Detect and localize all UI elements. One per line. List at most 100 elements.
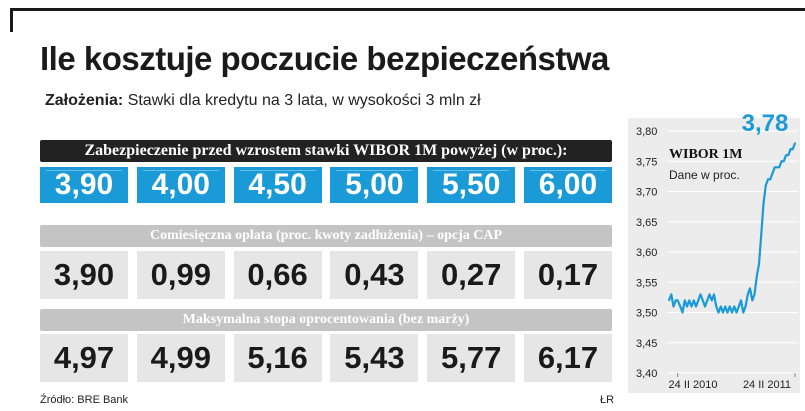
chart-title: WIBOR 1M	[669, 147, 743, 162]
data-point	[755, 275, 758, 278]
data-point	[767, 178, 769, 181]
data-point	[791, 148, 794, 151]
data-point	[724, 305, 727, 308]
data-point	[742, 311, 745, 314]
y-tick-label: 3,60	[636, 247, 657, 259]
data-point	[758, 263, 760, 265]
frame-top-rule	[10, 8, 805, 11]
wibor-series-points	[668, 142, 796, 314]
x-axis-ticks: 24 II 2010 24 II 2011	[669, 373, 796, 391]
threshold-cell: 4,50	[233, 167, 322, 203]
data-point	[681, 311, 684, 314]
data-point	[670, 293, 673, 296]
data-point	[726, 311, 729, 314]
data-point	[688, 299, 691, 302]
data-point	[719, 305, 722, 308]
data-point	[771, 172, 774, 175]
data-point	[717, 311, 720, 314]
max-rate-cell: 5,77	[427, 334, 516, 382]
data-point	[697, 299, 700, 302]
y-tick-label: 3,75	[636, 156, 657, 168]
section2-header: Comiesięczna opłata (proc. kwoty zadłuże…	[40, 225, 612, 247]
y-tick-label: 3,80	[636, 126, 657, 138]
y-tick-label: 3,70	[636, 187, 657, 199]
data-point	[679, 305, 682, 308]
y-tick-label: 3,55	[636, 277, 657, 289]
chart-grid	[667, 130, 798, 374]
data-point	[794, 142, 796, 145]
data-point	[773, 166, 776, 169]
last-value-label: 3,78	[742, 110, 789, 137]
data-point	[708, 293, 711, 296]
threshold-cell: 6,00	[523, 167, 612, 203]
section3-header: Maksymalna stopa oprocentowania (bez mar…	[40, 309, 612, 331]
data-point	[776, 166, 778, 169]
data-point	[674, 299, 677, 302]
max-rate-cell: 4,97	[40, 334, 128, 382]
fee-cell: 0,27	[427, 251, 516, 299]
max-rate-cell: 6,17	[523, 334, 612, 382]
data-point	[713, 293, 715, 296]
section1-header: Zabezpieczenie przed wzrostem stawki WIB…	[40, 140, 612, 162]
data-point	[762, 202, 765, 205]
data-point	[733, 305, 736, 308]
fee-cell: 0,43	[330, 251, 419, 299]
data-point	[789, 148, 792, 151]
data-point	[668, 299, 670, 302]
max-rate-cell: 5,16	[233, 334, 322, 382]
data-point	[769, 178, 772, 181]
data-point	[782, 160, 785, 163]
max-rate-cell: 4,99	[136, 334, 225, 382]
fee-cell: 0,66	[233, 251, 322, 299]
y-tick-label: 3,50	[636, 308, 657, 320]
section2-row: 3,90 0,99 0,66 0,43 0,27 0,17	[40, 251, 612, 299]
assumptions-text: Stawki dla kredytu na 3 lata, w wysokośc…	[127, 92, 481, 109]
section1-row: 3,90 4,00 4,50 5,00 5,50 6,00	[40, 167, 612, 203]
data-point	[676, 299, 679, 302]
data-point	[787, 154, 790, 157]
data-point	[780, 160, 783, 163]
x-tick-label: 24 II 2010	[669, 379, 718, 391]
data-point	[778, 166, 781, 169]
data-point	[731, 311, 733, 314]
data-point	[683, 299, 686, 302]
data-point	[749, 287, 751, 290]
data-point	[751, 299, 754, 302]
data-point	[737, 305, 740, 308]
data-point	[710, 299, 713, 302]
data-point	[692, 299, 695, 302]
threshold-cell: 5,00	[330, 167, 419, 203]
data-point	[728, 305, 731, 308]
y-axis-ticks: 3,80 3,75 3,70 3,65 3,60 3,55 3,50 3,45 3,40	[636, 126, 657, 380]
data-point	[701, 299, 704, 302]
threshold-cell: 5,50	[427, 167, 516, 203]
author-initials: ŁR	[600, 394, 615, 406]
data-point	[715, 305, 718, 308]
data-point	[695, 305, 697, 308]
chart-background	[628, 118, 800, 393]
y-tick-label: 3,40	[636, 368, 657, 380]
data-point	[690, 305, 693, 308]
fee-cell: 3,90	[40, 251, 128, 299]
max-rate-cell: 5,43	[330, 334, 419, 382]
data-point	[785, 154, 787, 157]
page-title: Ile kosztuje poczucie bezpieczeństwa	[40, 40, 609, 77]
data-point	[746, 293, 749, 296]
threshold-cell: 4,00	[136, 167, 225, 203]
data-point	[744, 305, 747, 308]
data-point	[735, 311, 738, 314]
data-point	[764, 184, 767, 187]
frame-left-rule	[10, 8, 13, 32]
x-tick-label: 24 II 2011	[743, 379, 791, 391]
threshold-cell: 3,90	[40, 167, 128, 203]
y-tick-label: 3,65	[636, 217, 657, 229]
data-point	[740, 299, 742, 302]
chart-units-note: Dane w proc.	[669, 168, 740, 182]
source-note: Źródło: BRE Bank	[40, 394, 129, 406]
data-point	[672, 305, 675, 308]
data-point	[699, 293, 702, 296]
assumptions-label: Założenia:	[45, 92, 124, 109]
section3-row: 4,97 4,99 5,16 5,43 5,77 6,17	[40, 334, 612, 382]
fee-cell: 0,99	[136, 251, 225, 299]
